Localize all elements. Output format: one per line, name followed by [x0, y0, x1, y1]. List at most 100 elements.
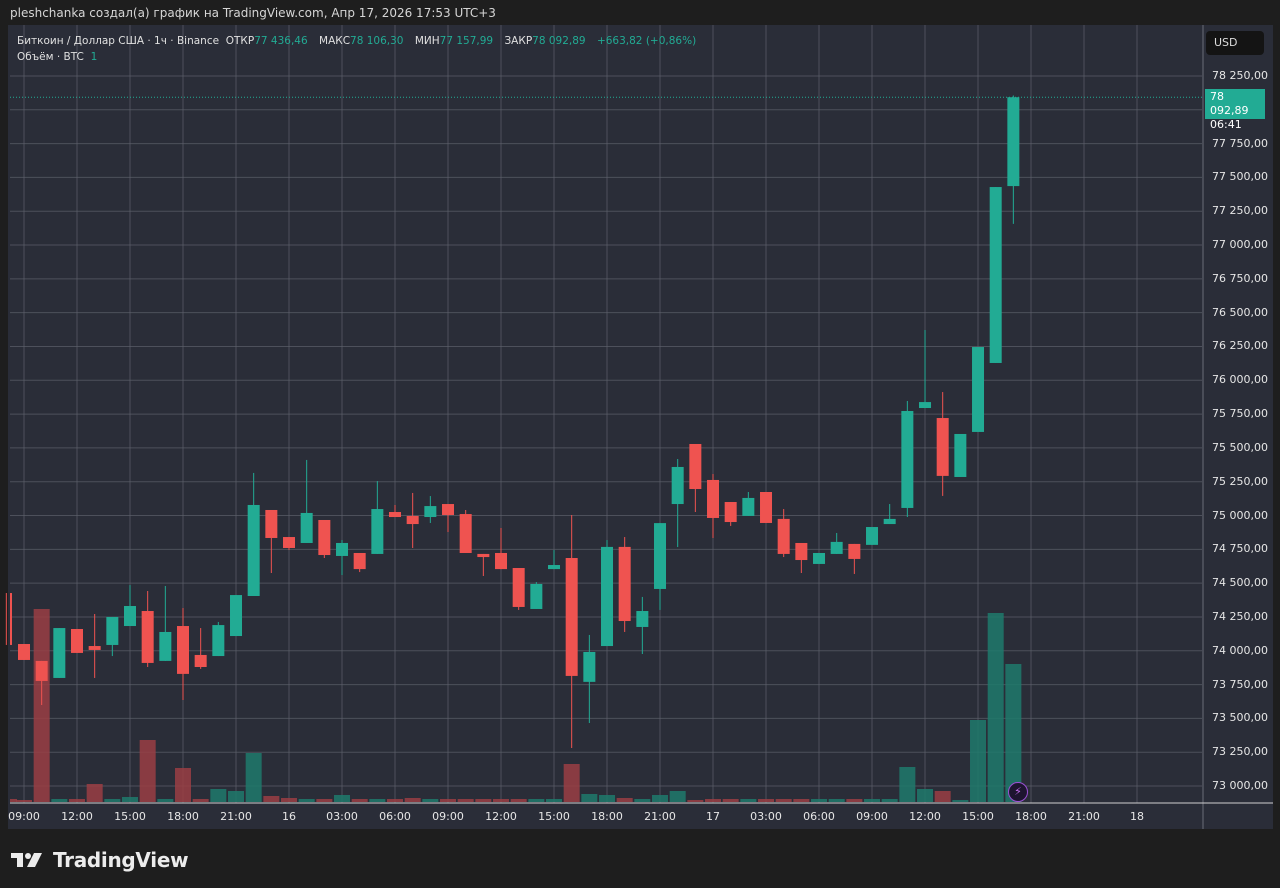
volume-bar [86, 784, 103, 802]
time-tick: 18 [1130, 810, 1144, 823]
candle-down [10, 593, 12, 645]
candle-up [159, 631, 172, 661]
candle-down [724, 502, 737, 523]
time-tick: 09:00 [8, 810, 40, 823]
symbol-label[interactable]: Биткоин / Доллар США · 1ч · Binance [17, 35, 220, 47]
volume-bar [369, 799, 386, 802]
price-tick: 74 250,00 [1212, 609, 1268, 623]
candle-down [459, 514, 472, 553]
volume-bar [510, 799, 527, 802]
volume-bar [740, 799, 757, 802]
candle-down [777, 518, 790, 554]
chart-attribution: pleshchanka создал(а) график на TradingV… [10, 6, 496, 20]
candle-down [353, 552, 366, 570]
volume-bar [404, 798, 421, 802]
time-tick: 21:00 [644, 810, 676, 823]
currency-button[interactable]: USD [1206, 31, 1264, 55]
candle-down [848, 543, 861, 559]
time-tick: 15:00 [538, 810, 570, 823]
candle-up [813, 552, 826, 564]
volume-bar [970, 720, 987, 802]
current-price: 78 092,89 [1210, 90, 1249, 117]
volume-bar [917, 789, 934, 802]
volume-bar [281, 798, 298, 802]
candle-down [565, 557, 578, 676]
candle-up [371, 509, 384, 554]
candle-up [636, 611, 649, 627]
volume-bar [793, 799, 810, 802]
price-tick: 75 000,00 [1212, 508, 1268, 522]
volume-bar [828, 799, 845, 802]
candle-down [495, 552, 508, 570]
candle-up [300, 512, 313, 543]
time-tick: 18:00 [167, 810, 199, 823]
time-tick: 09:00 [432, 810, 464, 823]
time-tick: 03:00 [750, 810, 782, 823]
candle-up [742, 497, 755, 516]
candle-down [177, 626, 190, 674]
volume-bar [457, 799, 474, 802]
low-label: МИН [414, 35, 440, 47]
candle-down [442, 504, 455, 515]
time-tick: 06:00 [379, 810, 411, 823]
price-tick: 76 000,00 [1212, 373, 1268, 387]
candle-up [548, 565, 561, 570]
volume-bar [987, 613, 1004, 802]
candle-up [1007, 97, 1020, 187]
volume-bar [846, 799, 863, 802]
chart-legend: Биткоин / Доллар США · 1ч · Binance ОТКР… [17, 33, 704, 65]
chart-pane[interactable] [8, 25, 1273, 829]
candle-down [406, 515, 419, 525]
candle-down [689, 443, 702, 490]
candle-down [389, 512, 402, 518]
current-price-label: 78 092,89 06:41 [1205, 89, 1265, 131]
volume-label[interactable]: Объём · BTC [17, 51, 84, 63]
candle-down [618, 546, 631, 622]
volume-bar [210, 789, 227, 802]
time-tick: 15:00 [962, 810, 994, 823]
time-tick: 12:00 [909, 810, 941, 823]
volume-bar [245, 753, 262, 802]
volume-bar [616, 798, 633, 802]
candle-down [265, 509, 278, 538]
volume-bar [122, 797, 139, 802]
volume-bar [334, 795, 351, 802]
price-tick: 73 250,00 [1212, 745, 1268, 759]
high-label: МАКС [319, 35, 351, 47]
price-tick: 77 750,00 [1212, 136, 1268, 150]
candle-down [283, 537, 296, 548]
low-value: 77 157,99 [439, 35, 494, 47]
candle-up [336, 542, 349, 556]
volume-bar [528, 799, 545, 802]
volume-bar [687, 800, 704, 802]
candle-up [530, 583, 543, 609]
candle-up [53, 628, 66, 678]
time-tick: 09:00 [856, 810, 888, 823]
lightning-icon[interactable]: ⚡ [1008, 782, 1028, 802]
candle-down [795, 542, 808, 561]
time-tick: 21:00 [220, 810, 252, 823]
candle-down [707, 479, 720, 518]
bar-countdown: 06:41 [1210, 118, 1242, 131]
close-label: ЗАКР [504, 35, 533, 47]
time-tick: 21:00 [1068, 810, 1100, 823]
candle-down [512, 568, 525, 607]
change-value: +663,82 (+0,86%) [596, 35, 697, 47]
candle-up [830, 541, 843, 554]
price-tick: 76 750,00 [1212, 271, 1268, 285]
volume-bar [669, 791, 686, 802]
volume-bar [881, 799, 898, 802]
candle-down [318, 519, 331, 556]
price-tick: 75 750,00 [1212, 407, 1268, 421]
price-tick: 76 500,00 [1212, 305, 1268, 319]
volume-bar [811, 799, 828, 802]
tradingview-logo: TradingView [11, 848, 189, 872]
candle-up [230, 595, 243, 637]
volume-bar [864, 799, 881, 802]
candle-up [124, 606, 137, 627]
volume-bar [1005, 664, 1022, 802]
volume-bar [634, 799, 651, 802]
price-tick: 77 250,00 [1212, 204, 1268, 218]
volume-bar [10, 799, 17, 802]
